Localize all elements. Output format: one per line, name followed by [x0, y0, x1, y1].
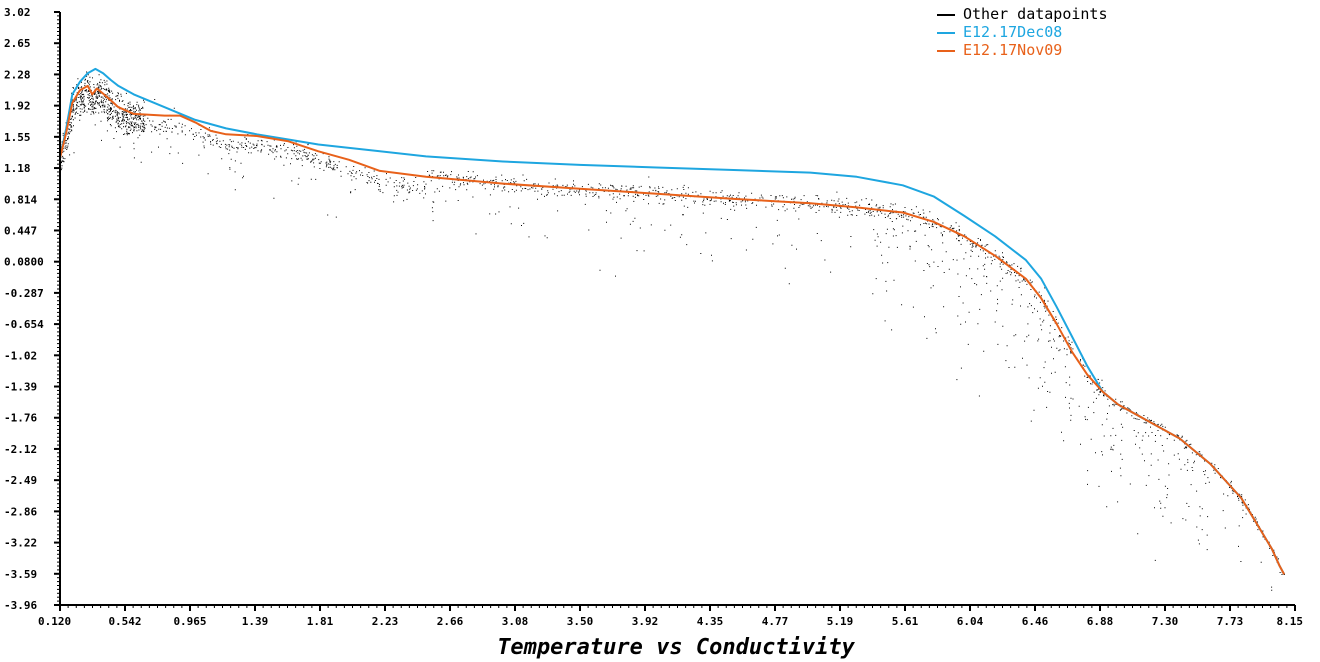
x-tick-label: 5.19	[827, 615, 854, 628]
legend-label: E12.17Dec08	[963, 23, 1062, 41]
x-tick-label: 1.39	[242, 615, 269, 628]
axes: 3.02 2.65 2.28 1.92 1.55 1.18 0.814 0.447 0.0800…	[4, 6, 1303, 628]
legend-label: E12.17Nov09	[963, 41, 1062, 59]
x-tick-label: 4.77	[762, 615, 789, 628]
legend-label: Other datapoints	[963, 5, 1108, 23]
x-tick-label: 0.542	[108, 615, 141, 628]
x-tick-label: 2.66	[437, 615, 464, 628]
x-tick-label: 7.73	[1217, 615, 1244, 628]
series-lines	[59, 67, 1286, 575]
x-axis-title: Temperature vs Conductivity	[497, 635, 855, 660]
x-tick-label: 5.61	[892, 615, 919, 628]
x-tick-label: 0.120	[38, 615, 71, 628]
y-tick-label: 0.814	[4, 193, 37, 206]
y-tick-label: -1.76	[4, 412, 37, 425]
y-tick-label: 3.02	[4, 6, 31, 19]
y-tick-label: 0.0800	[4, 256, 44, 269]
y-tick-label: 1.55	[4, 131, 31, 144]
y-tick-label: -2.12	[4, 443, 37, 456]
y-tick-label: -0.287	[4, 287, 44, 300]
y-tick-label: 2.65	[4, 37, 31, 50]
y-tick-label: -1.02	[4, 349, 37, 362]
x-tick-label: 3.50	[567, 615, 594, 628]
scatter-dots	[60, 71, 1285, 591]
y-tick-label: -3.22	[4, 537, 37, 550]
y-tick-label: -3.59	[4, 568, 37, 581]
x-tick-label: 2.23	[372, 615, 399, 628]
x-tick-label: 3.08	[502, 615, 529, 628]
x-tick-label: 0.965	[173, 615, 206, 628]
y-tick-label: -1.39	[4, 381, 37, 394]
x-tick-label: 6.88	[1087, 615, 1114, 628]
x-tick-label: 1.81	[307, 615, 334, 628]
x-tick-label: 8.15	[1277, 615, 1304, 628]
y-tick-label: -3.96	[4, 599, 37, 612]
series-line-1	[59, 67, 1286, 575]
scatter-points	[60, 71, 1285, 591]
y-tick-label: -0.654	[4, 318, 44, 331]
y-tick-label: -2.49	[4, 474, 37, 487]
x-tick-label: 6.04	[957, 615, 984, 628]
y-tick-label: -2.86	[4, 505, 37, 518]
y-tick-label: 0.447	[4, 224, 37, 237]
y-tick-label: 1.18	[4, 162, 31, 175]
x-tick-label: 7.30	[1152, 615, 1179, 628]
y-tick-label: 2.28	[4, 68, 31, 81]
x-tick-label: 6.46	[1022, 615, 1049, 628]
x-tick-label: 4.35	[697, 615, 724, 628]
x-tick-label: 3.92	[632, 615, 659, 628]
series-line-2	[59, 84, 1286, 575]
y-tick-label: 1.92	[4, 100, 31, 113]
